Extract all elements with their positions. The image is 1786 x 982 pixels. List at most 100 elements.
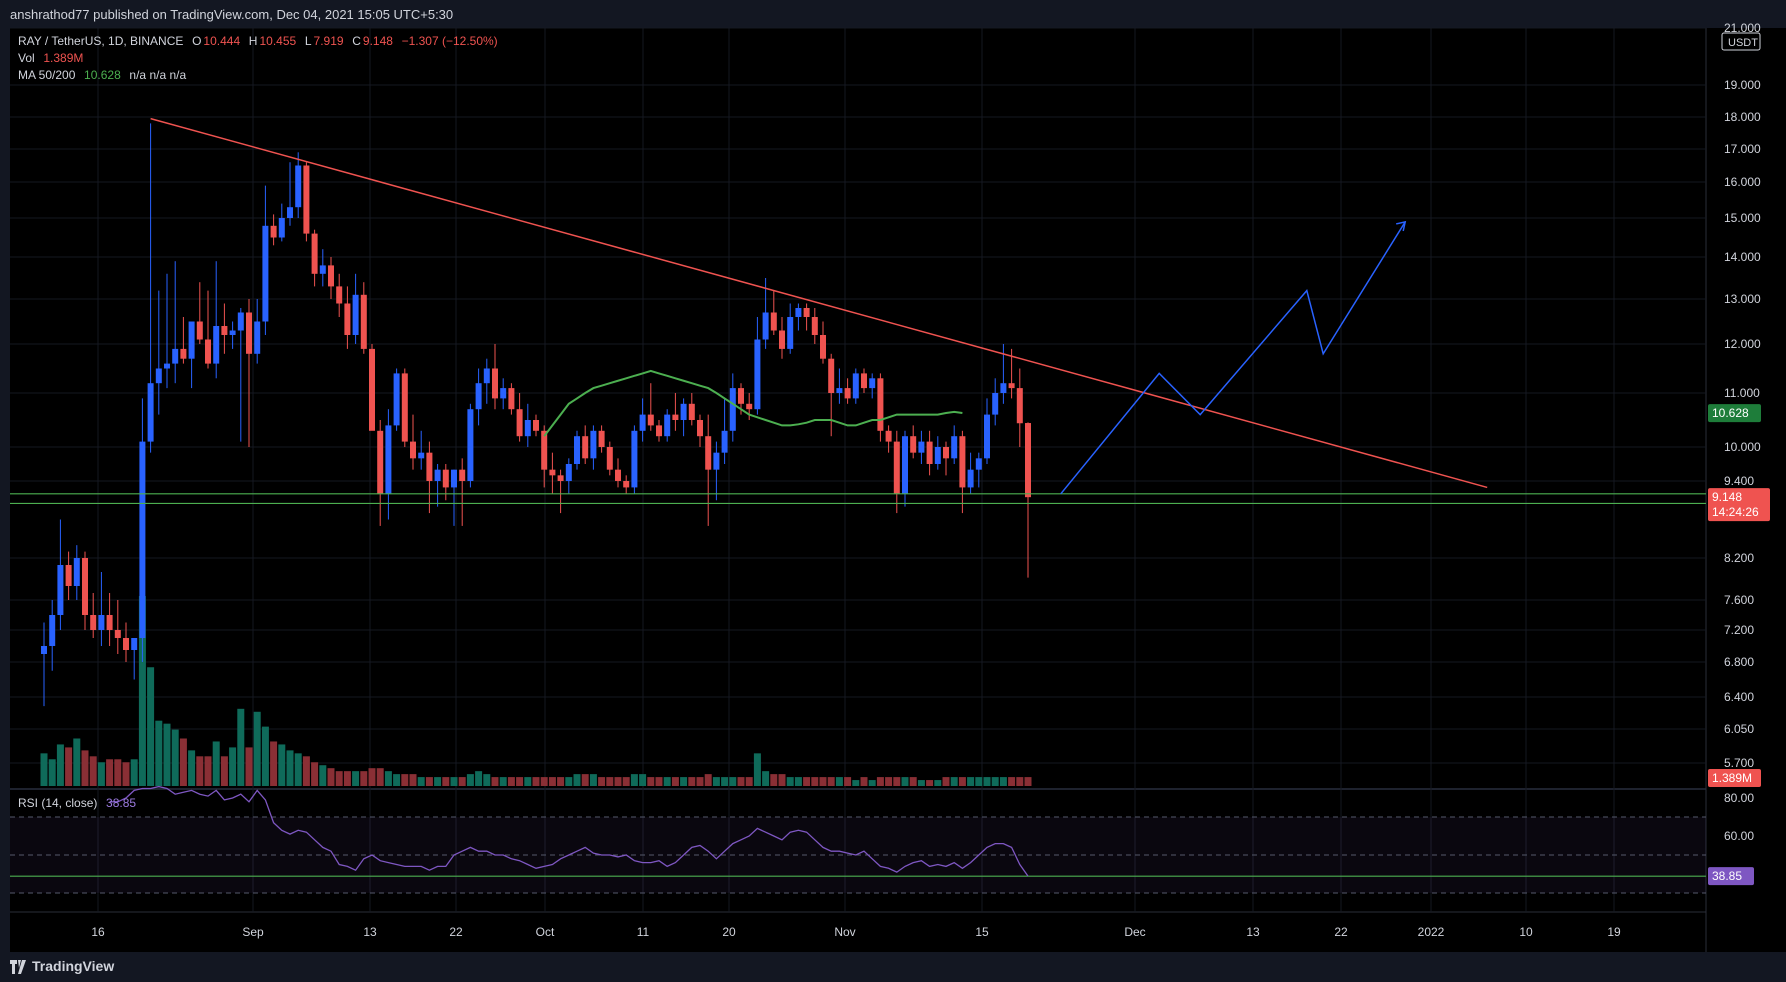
volume-bar [942,777,950,786]
volume-bar [983,777,991,786]
volume-bar [368,768,376,786]
candle-body [492,368,498,399]
rsi-legend[interactable]: RSI (14, close) 38.85 [18,796,138,810]
countdown-label: 14:24:26 [1712,505,1759,519]
volume-bar [376,768,384,786]
volume-bar [844,777,852,786]
candle-body [885,430,892,442]
volume-bar [73,738,81,786]
price-tick-label: 5.700 [1724,756,1754,770]
volume-bar [56,744,64,786]
volume-bar [48,759,56,786]
trendline [150,117,1488,489]
volume-bar [352,771,360,786]
volume-bar [401,774,409,786]
candle-body [106,615,113,630]
volume-bar [770,774,778,786]
volume-bar [270,741,278,786]
volume-bar [138,596,146,786]
time-tick-label: Dec [1124,925,1145,939]
candle-body [221,326,228,335]
currency-label: USDT [1728,37,1758,49]
time-tick-label: 22 [1334,925,1348,939]
candle-body [721,430,728,453]
volume-bar [261,726,269,786]
symbol-legend[interactable]: RAY / TetherUS, 1D, BINANCE O 10.444 H 10.… [18,34,500,48]
candle-body [131,638,138,650]
volume-bar [729,777,737,786]
candle-body [574,436,580,464]
volume-bar [901,777,909,786]
volume-bar [220,756,228,786]
candle-body [426,452,433,481]
candle-body [155,368,162,384]
candle-body [770,312,777,331]
candle-body [697,420,703,437]
volume-bar [97,762,105,786]
volume-bar [196,756,204,786]
candle-body [893,441,900,494]
open-label: O [192,34,202,48]
ma-line [543,369,963,437]
ma-other-values: n/a n/a n/a [129,68,187,82]
price-tick-label: 11.000 [1724,386,1760,400]
volume-bar [737,777,745,786]
rsi-price-label-bg [1708,867,1754,886]
volume-bar [458,777,466,786]
volume-bar [663,777,671,786]
volume-legend[interactable]: Vol 1.389M [18,51,85,65]
ma-legend[interactable]: MA 50/200 10.628 n/a n/a n/a [18,68,188,82]
volume-bar [852,780,860,786]
volume-bar [606,777,614,786]
volume-bar [696,777,704,786]
candle-body [926,441,933,464]
candle-body [811,317,818,335]
low-label: L [304,34,312,48]
tradingview-brand: TradingView [32,958,115,974]
rsi-pane-bg [10,790,1706,912]
rsi-label: RSI (14, close) [18,796,98,810]
publish-header: anshrathod77 published on TradingView.co… [0,0,1786,28]
candle-body [475,383,482,410]
volume-bar [811,777,819,786]
candle-body [262,225,269,322]
candle-body [442,469,449,488]
open-value: 10.444 [203,34,241,48]
volume-bar [589,774,597,786]
volume-bar [204,756,212,786]
candle-body [762,312,769,340]
candle-body [623,481,630,488]
price-tick-label: 17.000 [1724,142,1761,156]
footer-bar: TradingView [0,952,1786,982]
candle-body [57,565,64,615]
candle-body [803,308,810,317]
rsi-line [109,785,1029,877]
candle-body [295,165,302,208]
volume-bar [573,774,581,786]
volume-bar [245,747,253,786]
candle-body [820,335,826,359]
last-price-label: 9.148 [1712,490,1742,504]
volume-bar [229,747,237,786]
candle-body [254,321,261,354]
volume-bar [630,774,638,786]
volume-bar [803,777,811,786]
volume-bar [909,777,917,786]
volume-bar [671,777,679,786]
volume-bar [286,750,294,786]
candle-body [328,265,334,287]
candle-body [352,294,359,335]
price-tick-label: 6.800 [1724,655,1754,669]
volume-bar [614,777,622,786]
candle-body [951,436,958,459]
volume-bar [179,738,187,786]
candle-body [647,414,654,426]
low-value: 7.919 [313,34,344,48]
candle-body [188,321,195,359]
volume-bar [491,777,499,786]
candle-body [787,317,794,349]
candle-body [401,373,408,442]
candle-body [98,615,105,630]
volume-bar [147,667,155,786]
